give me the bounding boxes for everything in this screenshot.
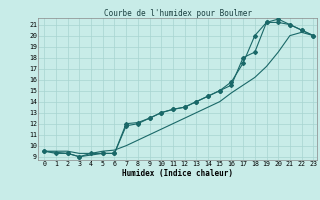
X-axis label: Humidex (Indice chaleur): Humidex (Indice chaleur) [122,169,233,178]
Title: Courbe de l'humidex pour Boulmer: Courbe de l'humidex pour Boulmer [104,9,252,18]
